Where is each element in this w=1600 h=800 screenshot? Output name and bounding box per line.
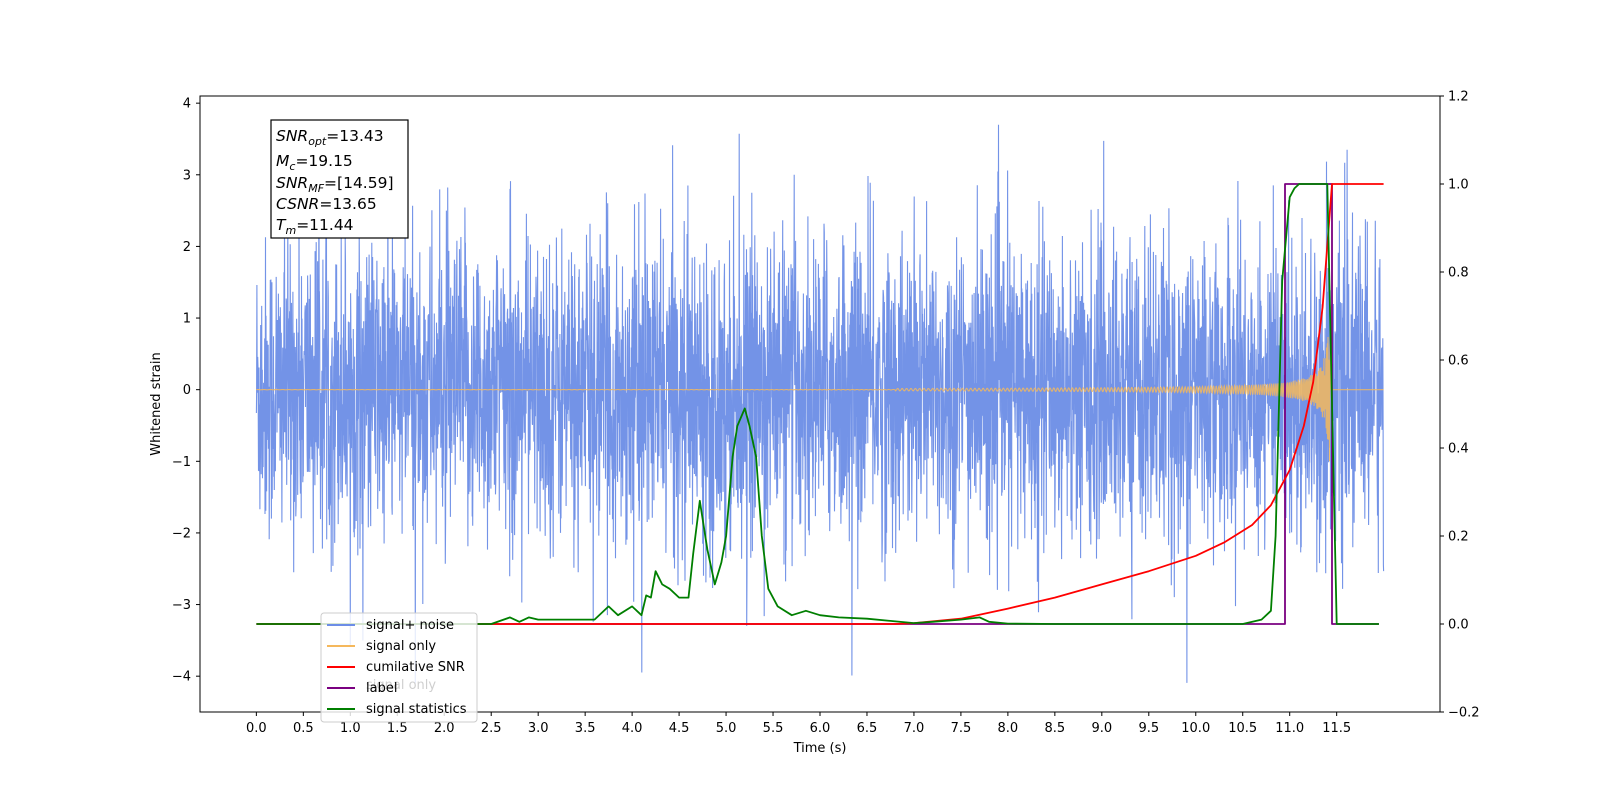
x-axis-label: Time (s) — [793, 741, 847, 756]
legend-label-cumilative-snr: cumilative SNR — [366, 660, 465, 675]
y2-tick-label: 0.0 — [1448, 618, 1469, 633]
x-tick-label: 3.0 — [528, 721, 549, 736]
y2-tick-label: 1.0 — [1448, 178, 1469, 193]
x-tick-label: 11.0 — [1275, 721, 1304, 736]
y-axis-label: Whitened strain — [149, 352, 164, 455]
legend-frame — [320, 612, 478, 723]
y-axis-left: 4 3 2 1 0 −1 −2 −3 −4 — [172, 97, 200, 685]
plot-area — [255, 124, 1385, 684]
x-tick-label: 3.5 — [575, 721, 596, 736]
x-tick-label: 2.5 — [481, 721, 502, 736]
y-tick-label: −4 — [172, 670, 191, 685]
x-tick-label: 6.5 — [857, 721, 878, 736]
info-snr-mf: SNRMF=[14.59] — [276, 174, 394, 195]
info-box-frame — [270, 119, 409, 239]
x-tick-label: 5.0 — [716, 721, 737, 736]
x-tick-label: 8.0 — [998, 721, 1019, 736]
series-signal-only — [256, 305, 1384, 462]
x-tick-label: 0.0 — [246, 721, 267, 736]
info-box: SNRopt=13.43 Mc=19.15 SNRMF=[14.59] CSNR… — [270, 119, 409, 239]
x-tick-label: 4.0 — [622, 721, 643, 736]
x-tick-label: 7.0 — [904, 721, 925, 736]
x-tick-label: 4.5 — [669, 721, 690, 736]
x-tick-label: 10.0 — [1181, 721, 1210, 736]
legend: signal only signal+ noise signal only cu… — [320, 612, 478, 723]
info-snr-opt: SNRopt=13.43 — [276, 127, 384, 148]
series-cumilative-snr — [256, 183, 1384, 625]
y2-tick-label: 0.4 — [1448, 442, 1469, 457]
y-tick-label: −2 — [172, 526, 191, 541]
y-axis-right: 1.2 1.0 0.8 0.6 0.4 0.2 0.0 −0.2 — [1440, 90, 1480, 721]
x-tick-label: 9.0 — [1091, 721, 1112, 736]
legend-label-signal-statistics: signal statistics — [366, 702, 467, 717]
x-axis: 0.0 0.5 1.0 1.5 2.0 2.5 3.0 3.5 4.0 4.5 5.0 5.5 6.0 6… — [246, 712, 1351, 736]
y2-tick-label: 0.6 — [1448, 354, 1469, 369]
x-tick-label: 11.5 — [1322, 721, 1351, 736]
x-tick-label: 1.0 — [340, 721, 361, 736]
y2-tick-label: 0.2 — [1448, 530, 1469, 545]
x-tick-label: 0.5 — [293, 721, 314, 736]
x-tick-label: 6.0 — [810, 721, 831, 736]
x-tick-label: 5.5 — [763, 721, 784, 736]
y-tick-label: −1 — [172, 455, 191, 470]
legend-ghost-label: signal only — [366, 678, 436, 693]
y-tick-label: 2 — [183, 240, 191, 255]
x-tick-label: 2.0 — [434, 721, 455, 736]
y2-tick-label: 1.2 — [1448, 90, 1469, 105]
y2-tick-label: 0.8 — [1448, 266, 1469, 281]
x-tick-label: 10.5 — [1228, 721, 1257, 736]
x-tick-label: 9.5 — [1138, 721, 1159, 736]
series-signal-noise — [255, 124, 1385, 684]
y-tick-label: 4 — [183, 97, 191, 112]
y2-tick-label: −0.2 — [1448, 706, 1480, 721]
y-tick-label: 3 — [183, 168, 191, 183]
x-tick-label: 8.5 — [1045, 721, 1066, 736]
legend-label-signal-noise: signal+ noise — [366, 618, 454, 633]
x-tick-label: 7.5 — [951, 721, 972, 736]
info-tm: Tm=11.44 — [276, 216, 354, 237]
y-tick-label: 0 — [183, 383, 191, 398]
info-mc: Mc=19.15 — [276, 152, 353, 173]
info-csnr: CSNR=13.65 — [276, 195, 377, 213]
y-tick-label: 1 — [183, 312, 191, 327]
y-tick-label: −3 — [172, 598, 191, 613]
legend-label-signal-only: signal only — [366, 639, 436, 654]
legend-label-label: label — [366, 681, 397, 696]
series-signal-statistics — [256, 183, 1379, 625]
x-tick-label: 1.5 — [387, 721, 408, 736]
